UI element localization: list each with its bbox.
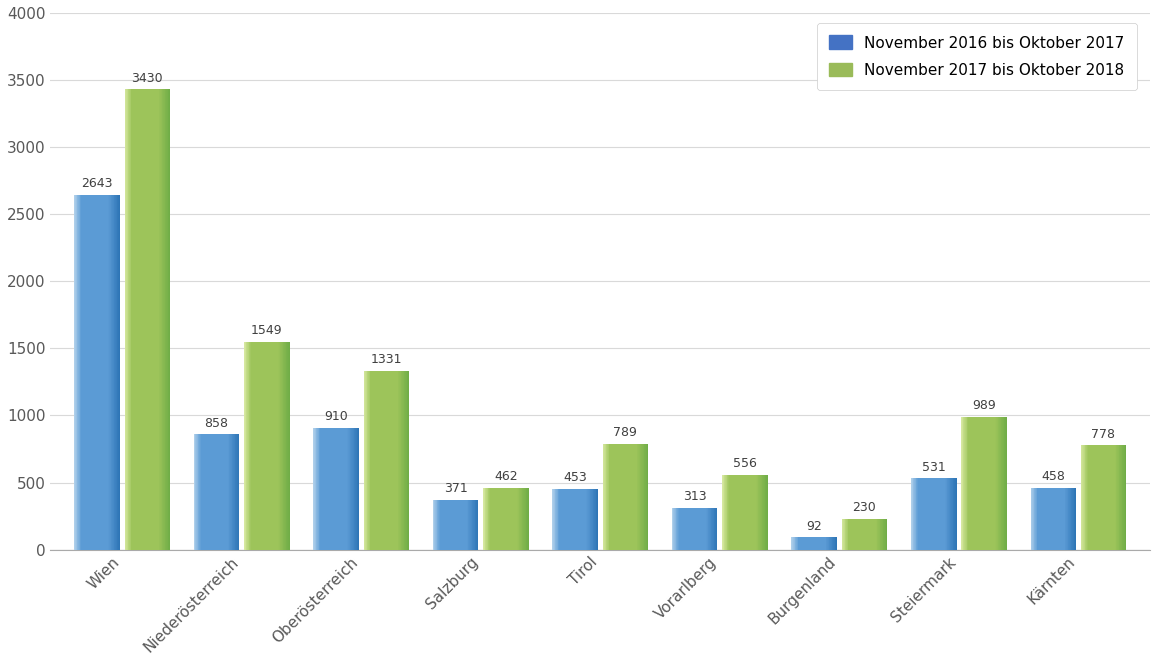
- Text: 556: 556: [732, 457, 757, 470]
- Text: 778: 778: [1091, 428, 1115, 440]
- Text: 1549: 1549: [251, 324, 282, 337]
- Text: 2643: 2643: [81, 177, 112, 190]
- Text: 531: 531: [922, 461, 945, 474]
- Text: 789: 789: [613, 426, 638, 439]
- Text: 453: 453: [563, 471, 587, 484]
- Legend: November 2016 bis Oktober 2017, November 2017 bis Oktober 2018: November 2016 bis Oktober 2017, November…: [817, 23, 1137, 90]
- Text: 230: 230: [853, 501, 876, 514]
- Text: 858: 858: [205, 417, 229, 430]
- Text: 910: 910: [324, 410, 348, 423]
- Text: 989: 989: [972, 399, 996, 412]
- Text: 92: 92: [806, 520, 823, 532]
- Text: 3430: 3430: [132, 71, 163, 85]
- Text: 1331: 1331: [370, 354, 401, 366]
- Text: 458: 458: [1041, 471, 1066, 483]
- Text: 313: 313: [683, 490, 707, 503]
- Text: 462: 462: [494, 470, 517, 483]
- Text: 371: 371: [444, 482, 467, 495]
